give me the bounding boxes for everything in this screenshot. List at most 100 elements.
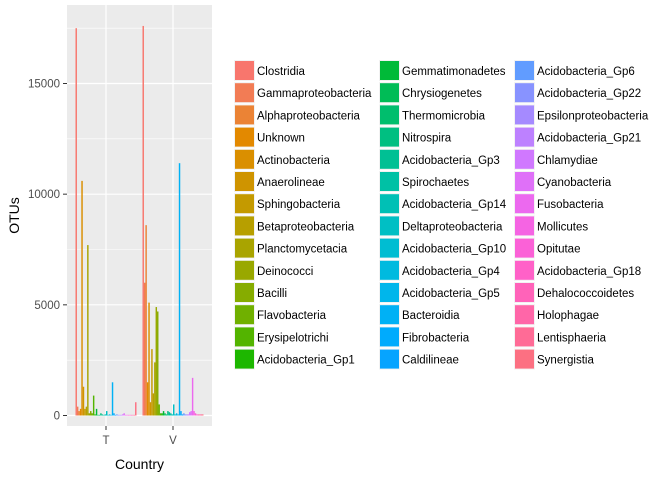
bar-T-Epsilonproteobacteria — [119, 414, 121, 416]
legend-swatch — [380, 149, 399, 169]
legend-swatch — [380, 216, 399, 236]
legend-swatch — [235, 149, 254, 169]
bar-T-Sphingobacteria — [84, 408, 86, 416]
legend-swatch — [235, 127, 254, 147]
y-tick-label: 5000 — [34, 300, 60, 312]
bar-V-Epsilonproteobacteria — [186, 414, 188, 416]
bar-V-Fibrobacteria — [180, 411, 182, 416]
legend-swatch — [515, 260, 534, 280]
bar-T-Fusobacteria — [124, 414, 127, 416]
legend-label: Acidobacteria_Gp5 — [402, 288, 500, 300]
bar-V-Fusobacteria — [191, 377, 194, 416]
legend-label: Lentisphaeria — [537, 332, 607, 344]
bar-V-Mollicutes — [193, 411, 195, 416]
legend-swatch — [515, 105, 534, 125]
bar-T-Gammaproteobacteria — [76, 406, 79, 416]
bar-V-Betaproteobacteria — [152, 393, 155, 416]
legend-label: Chrysiogenetes — [402, 88, 482, 100]
legend-label: Mollicutes — [537, 221, 588, 233]
bar-T-Acidobacteria_Gp22 — [117, 414, 120, 416]
legend-label: Deltaproteobacteria — [402, 221, 503, 233]
legend-label: Acidobacteria_Gp21 — [537, 133, 641, 145]
bar-V-Erysipelotrichi — [159, 413, 162, 416]
bar-V-Alphaproteobacteria — [145, 225, 147, 416]
legend-label: Clostridia — [257, 66, 306, 78]
bar-V-Bacteroidia — [178, 163, 181, 416]
bar-T-Acidobacteria_Gp1 — [94, 414, 96, 416]
bar-T-Deinococci — [88, 413, 91, 416]
bar-V-Thermomicrobia — [165, 414, 168, 416]
bar-T-Acidobacteria_Gp3 — [101, 414, 104, 416]
bar-V-Gemmatimonadetes — [162, 411, 165, 416]
legend-swatch — [235, 105, 254, 125]
bar-V-Clostridia — [142, 25, 144, 416]
bar-V-Acidobacteria_Gp1 — [161, 413, 163, 416]
bar-T-Acidobacteria_Gp6 — [116, 414, 118, 416]
bar-T-Acidobacteria_Gp14 — [104, 414, 106, 416]
legend-swatch — [515, 216, 534, 236]
legend-label: Flavobacteria — [257, 310, 327, 322]
bars — [75, 25, 204, 416]
bar-V-Cyanobacteria — [190, 411, 192, 416]
bar-T-Actinobacteria — [81, 180, 83, 416]
legend-label: Epsilonproteobacteria — [537, 110, 649, 122]
bar-V-Flavobacteria — [158, 404, 160, 416]
bar-T-Bacilli — [90, 411, 92, 416]
bar-V-Holophagae — [199, 414, 201, 416]
bar-V-Acidobacteria_Gp21 — [187, 414, 189, 416]
grid-major — [67, 5, 212, 426]
legend-swatch — [515, 83, 534, 103]
bar-V-Opitutae — [194, 413, 197, 416]
bar-T-Alphaproteobacteria — [78, 411, 80, 416]
bar-V-Chrysiogenetes — [164, 413, 166, 416]
legend-swatch — [235, 327, 254, 347]
bar-T-Spirochaetes — [103, 414, 105, 416]
legend-label: Deinococci — [257, 266, 313, 278]
legend-label: Caldilineae — [402, 355, 459, 367]
bar-V-Acidobacteria_Gp18 — [196, 414, 198, 416]
legend-swatch — [235, 238, 254, 258]
legend-label: Fibrobacteria — [402, 332, 470, 344]
legend-swatch — [515, 61, 534, 80]
legend-swatch — [515, 283, 534, 302]
legend-swatch — [235, 305, 254, 325]
bar-T-Acidobacteria_Gp5 — [110, 414, 112, 416]
legend-swatch — [380, 260, 399, 280]
legend-swatch — [235, 260, 254, 280]
bar-V-Sphingobacteria — [151, 349, 153, 416]
legend-swatch — [515, 305, 534, 325]
legend-swatch — [515, 172, 534, 191]
bar-T-Mollicutes — [126, 414, 128, 416]
bar-V-Bacilli — [157, 311, 159, 416]
bar-T-Opitutae — [127, 414, 130, 416]
bar-V-Acidobacteria_Gp5 — [177, 414, 179, 416]
grid-minor — [67, 27, 212, 361]
bar-V-Synergistia — [202, 414, 204, 416]
legend-swatch — [380, 127, 399, 147]
bar-T-Synergistia — [135, 402, 137, 416]
y-tick-label: 15000 — [28, 79, 60, 91]
legend-label: Acidobacteria_Gp22 — [537, 88, 641, 100]
bar-V-Acidobacteria_Gp14 — [171, 414, 173, 416]
legend-label: Nitrospira — [402, 133, 452, 145]
legend-swatch — [380, 327, 399, 347]
bar-T-Nitrospira — [100, 413, 102, 416]
y-axis-title: OTUs — [6, 197, 22, 234]
legend-swatch — [515, 127, 534, 147]
legend-label: Bacilli — [257, 288, 287, 300]
legend-label: Gemmatimonadetes — [402, 66, 506, 78]
bar-T-Acidobacteria_Gp4 — [108, 414, 111, 416]
legend-label: Acidobacteria_Gp10 — [402, 244, 506, 256]
y-axis-ticks: 0 5000 10000 15000 — [28, 79, 67, 423]
bar-V-Dehalococcoidetes — [197, 414, 200, 416]
bar-T-Anaerolineae — [82, 386, 85, 416]
legend-swatch — [380, 305, 399, 325]
legend-swatch — [380, 61, 399, 80]
bar-V-Gammaproteobacteria — [143, 282, 146, 416]
legend-label: Thermomicrobia — [402, 110, 486, 122]
legend-swatch — [235, 194, 254, 214]
legend-swatch — [515, 327, 534, 347]
bar-T-Dehalococcoidetes — [130, 414, 133, 416]
bar-T-Thermomicrobia — [98, 414, 101, 416]
